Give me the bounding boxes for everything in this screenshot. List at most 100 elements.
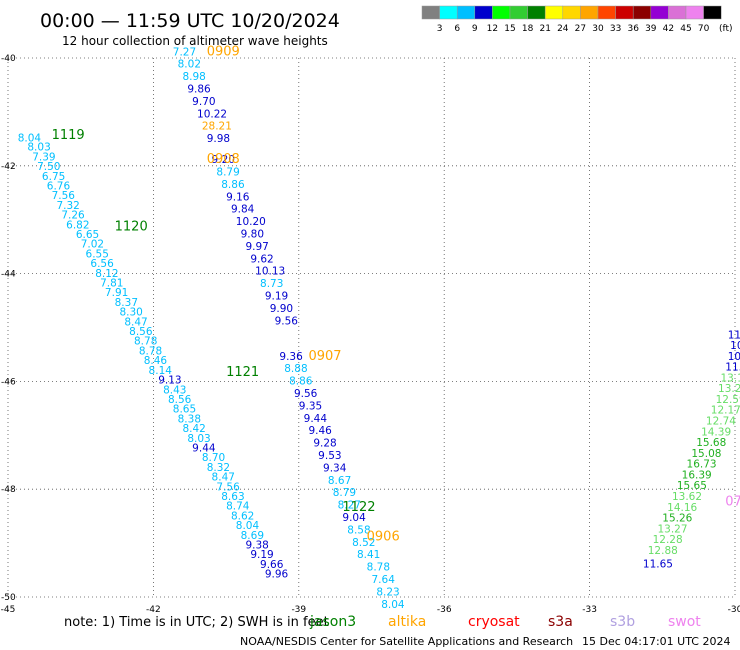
wave-height-value: 8.32 [207,462,230,474]
wave-height-value: 8.98 [182,71,205,83]
wave-height-value: 9.70 [192,96,215,108]
wave-height-value: 7.64 [372,574,396,586]
wave-height-value: 9.28 [313,438,336,450]
wave-height-value: 12.74 [706,416,736,428]
y-tick-label: -50 [1,593,16,603]
legend-tick-label: 70 [698,24,710,34]
wave-height-value: 13.27 [657,523,687,535]
satellite-label: altika [388,614,426,630]
wave-height-value: 6.75 [42,171,65,183]
pass-time-label: 0908 [207,152,240,167]
wave-height-value: 8.02 [178,59,201,71]
wave-height-value: 10.20 [236,216,266,228]
legend-swatch [456,5,476,20]
wave-height-value: 8.30 [119,307,142,319]
wave-height-value: 8.38 [178,413,201,425]
satellite-legend: jason3 altika cryosat s3a s3b swot [309,614,701,630]
wave-height-value: 9.66 [260,559,284,571]
legend-swatch [527,5,546,20]
wave-height-value: 10.20 [728,351,740,363]
x-tick-label: -42 [146,605,161,615]
wave-height-value: 9.44 [192,442,216,454]
wave-height-value: 15.08 [691,448,721,460]
x-tick-label: -30 [728,605,740,615]
data-points: 8.048.037.397.506.756.767.567.327.266.82… [18,46,740,610]
wave-height-value: 9.34 [323,462,347,474]
pass-time-label: 1121 [226,365,259,380]
wave-height-value: 16.39 [682,469,712,481]
wave-height-value: 11 [728,329,740,341]
legend-tick-label: 42 [663,24,674,34]
wave-height-value: 9.35 [299,400,322,412]
wave-height-value: 9.13 [158,375,181,387]
wave-height-value: 8.04 [18,133,42,145]
wave-height-value: 6.82 [66,219,89,231]
wave-height-value: 9.44 [304,413,328,425]
legend-tick-label: 30 [592,24,604,34]
wave-height-value: 8.46 [144,355,168,367]
wave-height-value: 9.38 [245,539,268,551]
x-tick-label: -36 [437,605,452,615]
legend-swatch [562,5,581,20]
wave-height-value: 9.96 [265,569,289,581]
legend-swatch [703,5,722,20]
wave-height-value: 13.62 [672,491,702,503]
x-tick-label: -45 [1,605,16,615]
wave-height-value: 10.22 [197,108,227,120]
wave-height-value: 12.59 [716,394,740,406]
wave-height-value: 6.76 [47,181,71,193]
wave-height-value: 8.47 [124,316,147,328]
wave-height-value: 9.80 [241,228,264,240]
legend-swatch [474,5,493,20]
wave-height-value: 8.27 [338,500,361,512]
color-scale-legend: 3 6 9 12 15 18 21 24 27 30 33 36 39 42 45 70 [421,5,722,34]
axis-ticks: -45 -42 -39 -36 -33 -30 -40 -42 -44 -46 -48 -50 [1,54,740,615]
wave-height-value: 8.56 [168,394,192,406]
legend-tick-label: 27 [575,24,586,34]
legend-swatch [668,5,687,20]
pass-time-label: 1119 [52,128,85,143]
wave-height-value: 8.04 [236,520,260,532]
wave-height-value: 8.42 [182,423,205,435]
wave-height-value: 11.65 [643,558,673,570]
wave-height-value: 9.36 [279,351,303,363]
x-tick-label: -39 [291,605,306,615]
wave-height-value: 8.37 [115,297,138,309]
wave-height-value: 6.65 [76,229,99,241]
legend-tick-label: 15 [504,24,515,34]
pass-time-labels: 1119 1120 1121 1122 0909 0908 0907 0906 0758 [52,44,740,544]
pass-time-label: 0909 [207,44,240,59]
pass-time-label: 1120 [115,219,148,234]
wave-height-value: 7.56 [52,190,76,202]
plot-grid [7,57,736,598]
wave-height-value: 8.86 [289,376,313,388]
wave-height-value: 8.58 [347,524,370,536]
legend-tick-label: 3 [437,24,443,34]
wave-height-value: 8.69 [241,530,264,542]
wave-height-value: 28.21 [202,121,232,133]
wave-height-value: 8.63 [221,491,244,503]
legend-tick-label: 21 [539,24,550,34]
wave-height-value: 8.47 [212,472,235,484]
wave-height-value: 9.56 [275,315,299,327]
wave-height-value: 8.65 [173,404,196,416]
wave-height-value: 8.74 [226,501,250,513]
wave-height-value: 9.56 [294,388,318,400]
wave-height-value: 8.43 [163,384,186,396]
legend-swatch [597,5,616,20]
wave-height-value: 7.39 [32,151,55,163]
wave-height-value: 9.19 [250,549,273,561]
wave-height-value: 15.68 [696,437,726,449]
wave-height-value: 9.20 [212,154,235,166]
wave-height-value: 7.26 [61,210,85,222]
wave-height-value: 8.73 [260,278,283,290]
wave-height-value: 8.23 [376,586,399,598]
y-tick-label: -44 [1,270,16,280]
wave-height-value: 7.91 [105,287,128,299]
wave-height-value: 6.55 [86,248,109,260]
legend-swatch [580,5,599,20]
wave-height-value: 8.03 [187,433,210,445]
wave-height-value: 9.04 [342,512,366,524]
legend-tick-label: 24 [557,24,569,34]
